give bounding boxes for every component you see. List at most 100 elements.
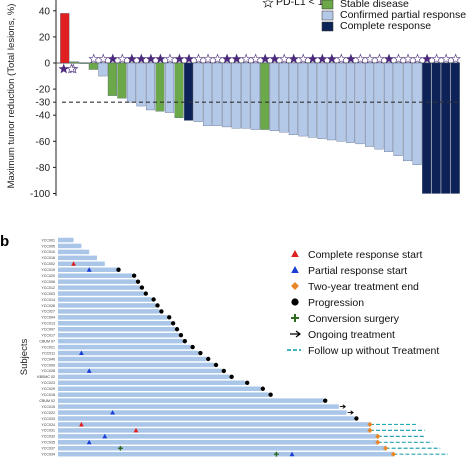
subject-label: YCC034 [41, 453, 55, 457]
bar [250, 62, 260, 130]
bar [98, 62, 108, 77]
pdl1-star-marker [279, 53, 290, 64]
bar [117, 62, 127, 99]
subject-bar [58, 344, 191, 350]
subject-label: YCC007 [41, 328, 55, 332]
y-tick-label: -80 [36, 163, 51, 174]
two-year-end-marker [375, 439, 381, 445]
legend-label: Partial response start [308, 265, 407, 277]
bar [222, 62, 232, 128]
subject-label: YCC022 [41, 411, 55, 415]
bar [184, 62, 194, 121]
waterfall-chart: -100 -80 -60 -40 -30 -20 0 20 40 Maximum tumor re… [6, 0, 461, 200]
subject-bar [58, 398, 324, 403]
legend-arrow-icon [290, 330, 301, 338]
pdl1-star-marker [126, 53, 138, 64]
progression-marker [260, 386, 265, 391]
subject-bar [58, 362, 214, 368]
bar [60, 13, 70, 64]
pdl1-star-marker [145, 53, 157, 64]
pdl1-star-marker [345, 53, 357, 64]
progression-marker [213, 362, 219, 368]
progression-marker [268, 392, 273, 397]
subject-bar [58, 243, 82, 249]
y-axis-label: Maximum tumor reduction (Total lesions, … [6, 4, 17, 189]
two-year-end-marker [367, 427, 373, 433]
legend-label: Two-year treatment end [308, 281, 419, 293]
subject-bar [58, 368, 222, 374]
bar [431, 62, 441, 194]
pdl1-star-marker [250, 53, 261, 64]
partial-response-marker [79, 350, 84, 356]
pdl1-star-marker [231, 53, 242, 64]
bar [345, 62, 355, 143]
progression-marker [143, 291, 148, 296]
subject-bar [58, 386, 261, 392]
bar [412, 62, 422, 165]
subject-label: YCC012 [41, 286, 55, 290]
progression-marker [245, 380, 250, 385]
subject-bar [58, 255, 97, 261]
legend-label: Confirmed partial response [340, 9, 466, 21]
two-year-end-marker [383, 445, 389, 451]
pdl1-star-marker [183, 53, 195, 64]
subject-label: YCC021 [41, 345, 55, 349]
bar [107, 62, 117, 96]
subject-label: YCC003 [41, 292, 55, 296]
complete-response-marker [71, 261, 76, 266]
progression-marker [131, 273, 137, 278]
bar [326, 62, 336, 141]
partial-response-marker [289, 451, 295, 457]
bar [384, 62, 394, 152]
bar [279, 62, 289, 133]
subject-label: YCC035 [41, 441, 55, 445]
progression-marker [170, 321, 176, 326]
bar [288, 62, 298, 135]
legend-label: Complete response [340, 20, 431, 32]
subject-label: YCC013 [41, 322, 55, 326]
progression-marker [229, 374, 234, 380]
bar [136, 62, 146, 107]
bar [450, 62, 460, 194]
subject-label: CBUM 02 [39, 399, 55, 403]
bar [393, 62, 403, 156]
pdl1-star-marker [155, 53, 166, 64]
subject-bar [58, 380, 246, 386]
progression-marker [198, 350, 203, 356]
pdl1-star-marker [364, 53, 376, 64]
bar [298, 62, 308, 137]
subject-bar [58, 356, 207, 362]
legend-plus-icon [291, 314, 299, 322]
progression-marker [167, 315, 172, 320]
partial-response-marker [102, 433, 108, 439]
bar [317, 62, 327, 139]
subject-label: YCC014 [41, 298, 55, 302]
progression-marker [135, 279, 141, 284]
subject-bar [58, 249, 90, 255]
bar [374, 62, 384, 150]
subject-label: YCC026 [41, 304, 55, 308]
legend-swatch [321, 0, 334, 10]
subject-label: YCC017 [41, 334, 55, 338]
pdl1-star-marker [240, 53, 252, 64]
subject-label: CBUM 07 [39, 339, 55, 343]
subject-label: YCC029 [41, 387, 55, 391]
subject-label: YCC005 [41, 244, 55, 248]
legend-label: Conversion surgery [308, 313, 400, 325]
y-tick-label: -100 [30, 189, 50, 200]
subject-bar [58, 237, 74, 243]
partial-response-marker [86, 439, 92, 445]
subject-label: YCC015 [41, 405, 55, 409]
legend-label: Follow up without Treatment [308, 345, 439, 357]
pdl1-star-marker [402, 53, 414, 64]
progression-marker [323, 398, 328, 403]
subject-label: YCC006 [41, 280, 55, 284]
subject-label: YCC020 [41, 274, 55, 278]
subject-label: YCC027 [41, 310, 55, 314]
pdl1-star-marker [221, 53, 233, 64]
swimmer-plot: Subjects YCC001 YCC005 YCC010 YCC016 YCC002 YC… [19, 237, 448, 457]
subject-bar [58, 285, 140, 290]
legend-pdl1-label: PD-L1 < 1% [276, 0, 333, 8]
legend-label: Stable disease [340, 0, 409, 10]
